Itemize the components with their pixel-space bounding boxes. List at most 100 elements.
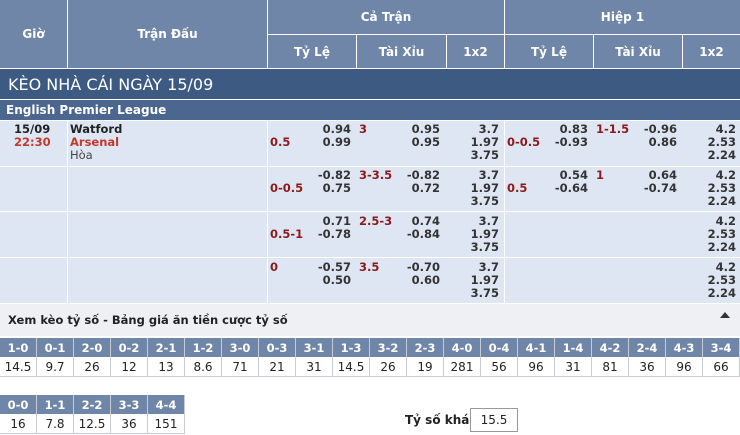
- h1-1x2-draw[interactable]: 2.24: [707, 240, 736, 254]
- ft-handicap-home-odds[interactable]: -0.82: [317, 168, 351, 182]
- score-cell[interactable]: 2-3 19: [407, 338, 444, 377]
- ft-1x2-draw[interactable]: 3.75: [470, 286, 499, 300]
- score-odds[interactable]: 56: [481, 357, 517, 377]
- score-odds[interactable]: 13: [148, 357, 184, 377]
- h1-handicap-home-odds[interactable]: 0.83: [559, 122, 588, 136]
- score-odds[interactable]: 8.6: [185, 357, 221, 377]
- ft-over-odds[interactable]: -0.70: [406, 260, 440, 274]
- league-name[interactable]: English Premier League: [0, 100, 740, 120]
- score-cell[interactable]: 3-0 71: [222, 338, 259, 377]
- h1-1x2-draw[interactable]: 2.24: [707, 148, 736, 162]
- score-cell[interactable]: 2-2 12.5: [74, 395, 111, 434]
- score-odds[interactable]: 26: [74, 357, 110, 377]
- score-cell[interactable]: 4-3 96: [666, 338, 703, 377]
- score-cell[interactable]: 3-2 26: [370, 338, 407, 377]
- h1-1x2-away[interactable]: 2.53: [707, 135, 736, 149]
- score-odds[interactable]: 12.5: [74, 414, 110, 434]
- h1-1x2-home[interactable]: 4.2: [715, 168, 736, 182]
- ft-1x2-away[interactable]: 1.97: [470, 227, 499, 241]
- score-cell[interactable]: 2-0 26: [74, 338, 111, 377]
- h1-over-odds[interactable]: 0.64: [648, 168, 677, 182]
- score-cell[interactable]: 4-0 281: [444, 338, 481, 377]
- h1-1x2-draw[interactable]: 2.24: [707, 286, 736, 300]
- score-cell[interactable]: 2-1 13: [148, 338, 185, 377]
- h1-1x2-away[interactable]: 2.53: [707, 181, 736, 195]
- ft-under-odds[interactable]: -0.84: [406, 227, 440, 241]
- score-cell[interactable]: 1-3 14.5: [333, 338, 370, 377]
- score-cell[interactable]: 4-2 81: [592, 338, 629, 377]
- score-odds[interactable]: 31: [296, 357, 332, 377]
- score-cell[interactable]: 4-4 151: [148, 395, 185, 434]
- ft-under-odds[interactable]: 0.95: [411, 135, 440, 149]
- score-cell[interactable]: 3-3 36: [111, 395, 148, 434]
- score-cell[interactable]: 1-4 31: [555, 338, 592, 377]
- ft-under-odds[interactable]: 0.72: [411, 181, 440, 195]
- arrow-up-icon[interactable]: [720, 312, 730, 318]
- h1-over-odds[interactable]: -0.96: [643, 122, 677, 136]
- score-odds[interactable]: 21: [259, 357, 295, 377]
- score-odds[interactable]: 36: [629, 357, 665, 377]
- score-cell[interactable]: 3-1 31: [296, 338, 333, 377]
- ft-1x2-home[interactable]: 3.7: [478, 122, 499, 136]
- score-odds[interactable]: 151: [148, 414, 184, 434]
- ft-1x2-draw[interactable]: 3.75: [470, 194, 499, 208]
- h1-under-odds[interactable]: -0.74: [643, 181, 677, 195]
- score-cell[interactable]: 4-1 96: [518, 338, 555, 377]
- ft-1x2-draw[interactable]: 3.75: [470, 240, 499, 254]
- ft-handicap-home-odds[interactable]: 0.71: [322, 214, 351, 228]
- correct-score-header[interactable]: Xem kèo tỷ số - Bảng giá ăn tiền cược tỷ…: [0, 304, 740, 336]
- h1-1x2-home[interactable]: 4.2: [715, 122, 736, 136]
- score-odds[interactable]: 71: [222, 357, 258, 377]
- score-odds[interactable]: 12: [111, 357, 147, 377]
- score-odds[interactable]: 281: [444, 357, 480, 377]
- score-cell[interactable]: 2-4 36: [629, 338, 666, 377]
- h1-handicap-away-odds[interactable]: -0.93: [554, 135, 588, 149]
- score-cell[interactable]: 0-3 21: [259, 338, 296, 377]
- score-odds[interactable]: 36: [111, 414, 147, 434]
- score-odds[interactable]: 19: [407, 357, 443, 377]
- score-cell[interactable]: 1-1 7.8: [37, 395, 74, 434]
- score-cell[interactable]: 0-0 16: [0, 395, 37, 434]
- ft-over-odds[interactable]: 0.95: [411, 122, 440, 136]
- h1-1x2-home[interactable]: 4.2: [715, 214, 736, 228]
- h1-under-odds[interactable]: 0.86: [648, 135, 677, 149]
- h1-handicap-home-odds[interactable]: 0.54: [559, 168, 588, 182]
- h1-1x2-away[interactable]: 2.53: [707, 273, 736, 287]
- score-odds[interactable]: 14.5: [0, 357, 36, 377]
- ft-1x2-home[interactable]: 3.7: [478, 168, 499, 182]
- score-odds[interactable]: 14.5: [333, 357, 369, 377]
- ft-handicap-home-odds[interactable]: -0.57: [317, 260, 351, 274]
- score-odds[interactable]: 9.7: [37, 357, 73, 377]
- score-odds[interactable]: 31: [555, 357, 591, 377]
- ft-1x2-away[interactable]: 1.97: [470, 135, 499, 149]
- ft-handicap-away-odds[interactable]: 0.75: [322, 181, 351, 195]
- ft-1x2-away[interactable]: 1.97: [470, 273, 499, 287]
- ft-1x2-away[interactable]: 1.97: [470, 181, 499, 195]
- score-cell[interactable]: 1-2 8.6: [185, 338, 222, 377]
- away-team[interactable]: Arsenal: [70, 135, 120, 149]
- score-odds[interactable]: 7.8: [37, 414, 73, 434]
- score-cell[interactable]: 0-2 12: [111, 338, 148, 377]
- ft-over-odds[interactable]: -0.82: [406, 168, 440, 182]
- h1-1x2-home[interactable]: 4.2: [715, 260, 736, 274]
- score-cell[interactable]: 0-4 56: [481, 338, 518, 377]
- ft-handicap-away-odds[interactable]: 0.50: [322, 273, 351, 287]
- ft-under-odds[interactable]: 0.60: [411, 273, 440, 287]
- score-odds[interactable]: 81: [592, 357, 628, 377]
- ft-handicap-home-odds[interactable]: 0.94: [322, 122, 351, 136]
- h1-handicap-away-odds[interactable]: -0.64: [554, 181, 588, 195]
- score-odds[interactable]: 66: [703, 357, 739, 377]
- ft-1x2-home[interactable]: 3.7: [478, 260, 499, 274]
- ft-1x2-home[interactable]: 3.7: [478, 214, 499, 228]
- h1-1x2-draw[interactable]: 2.24: [707, 194, 736, 208]
- score-odds[interactable]: 96: [518, 357, 554, 377]
- score-cell[interactable]: 3-4 66: [703, 338, 740, 377]
- score-odds[interactable]: 26: [370, 357, 406, 377]
- ft-handicap-away-odds[interactable]: -0.78: [317, 227, 351, 241]
- ft-over-odds[interactable]: 0.74: [411, 214, 440, 228]
- score-odds[interactable]: 96: [666, 357, 702, 377]
- score-odds[interactable]: 16: [0, 414, 36, 434]
- ft-1x2-draw[interactable]: 3.75: [470, 148, 499, 162]
- score-cell[interactable]: 1-0 14.5: [0, 338, 37, 377]
- ft-handicap-away-odds[interactable]: 0.99: [322, 135, 351, 149]
